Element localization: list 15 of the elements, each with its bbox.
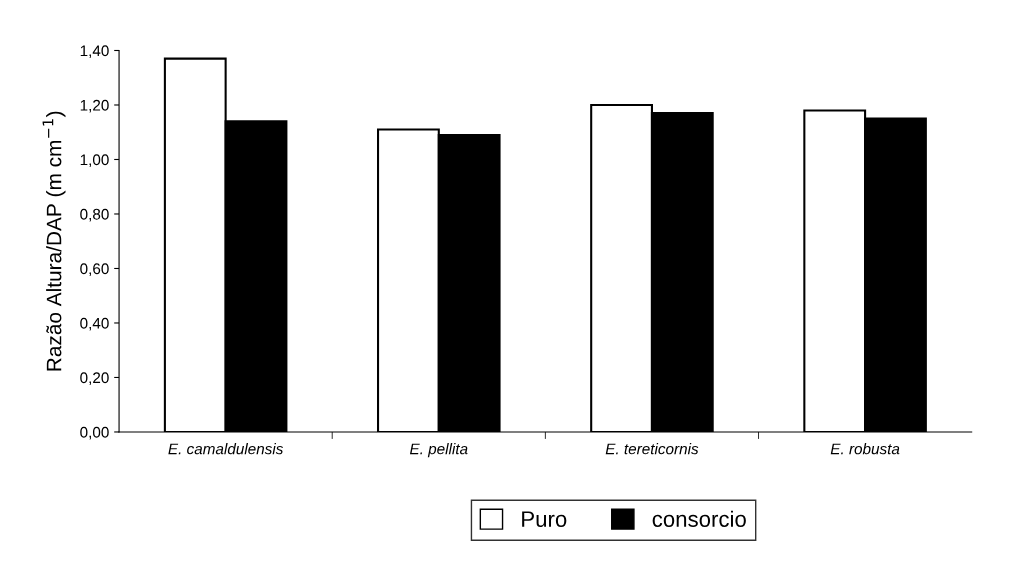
y-tick-label: 0,80 xyxy=(80,208,109,222)
legend-label: consorcio xyxy=(652,510,746,527)
x-tick-label: E. camaldulensis xyxy=(168,443,284,455)
y-tick-label: 1,20 xyxy=(80,99,109,113)
x-tick-label: E. tereticornis xyxy=(605,443,699,455)
x-tick-label: E. pellita xyxy=(409,443,468,458)
y-tick-label: 0,20 xyxy=(80,372,109,385)
y-tick-label: 1,00 xyxy=(80,154,109,167)
legend-label: Puro xyxy=(522,511,567,527)
x-tick-label: E. robusta xyxy=(830,443,900,455)
y-axis-title: Razão Altura/DAP (m cm$^{−1}$) xyxy=(42,111,66,371)
y-tick-label: 0,00 xyxy=(80,426,109,440)
y-tick-label: 0,60 xyxy=(80,263,109,276)
y-tick-label: 1,40 xyxy=(80,45,109,58)
y-tick-label: 0,40 xyxy=(80,317,109,331)
